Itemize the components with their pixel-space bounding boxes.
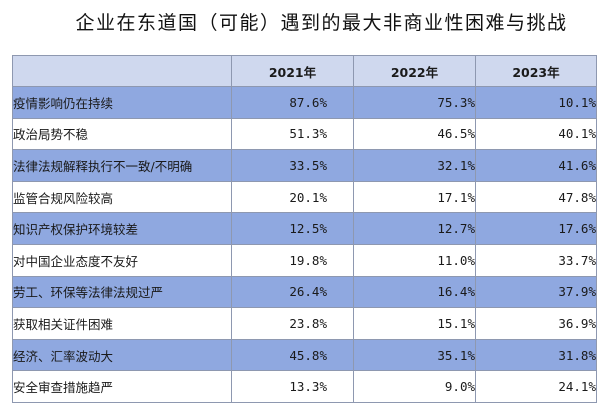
row-label: 获取相关证件困难 [12,307,232,340]
value-cell-2022: 17.1% [353,180,476,214]
value-cell-2022: 32.1% [353,149,476,182]
chart-title: 企业在东道国（可能）遇到的最大非商业性困难与挑战 [75,12,568,34]
value-cell-2023: 40.1% [475,117,597,151]
value-cell-2021: 87.6% [231,86,354,119]
value-cell-2021: 26.4% [231,275,354,309]
row-label: 经济、汇率波动大 [12,338,232,372]
value-cell-2022: 11.0% [353,243,476,277]
header-cell-2022: 2022年 [353,55,476,87]
value-cell-2021: 13.3% [231,370,354,403]
data-table: 2021年 2022年 2023年 疫情影响仍在持续 87.6% 75.3% 10.1… [12,55,597,403]
table-row: 经济、汇率波动大 45.8% 35.1% 31.8% [12,338,597,372]
row-label: 法律法规解释执行不一致/不明确 [12,149,232,182]
table-header-row: 2021年 2022年 2023年 [12,55,597,87]
value-cell-2021: 23.8% [231,307,354,340]
header-cell-2023: 2023年 [475,55,597,87]
table-row: 监管合规风险较高 20.1% 17.1% 47.8% [12,180,597,214]
table-row: 疫情影响仍在持续 87.6% 75.3% 10.1% [12,86,597,119]
value-cell-2023: 10.1% [475,86,597,119]
row-label: 安全审查措施趋严 [12,370,232,403]
value-cell-2022: 75.3% [353,86,476,119]
value-cell-2022: 35.1% [353,338,476,372]
header-cell-blank [12,55,232,87]
value-cell-2021: 45.8% [231,338,354,372]
value-cell-2021: 51.3% [231,117,354,151]
value-cell-2021: 33.5% [231,149,354,182]
value-cell-2023: 31.8% [475,338,597,372]
table-row: 安全审查措施趋严 13.3% 9.0% 24.1% [12,370,597,403]
table-row: 获取相关证件困难 23.8% 15.1% 36.9% [12,307,597,340]
row-label: 疫情影响仍在持续 [12,86,232,119]
value-cell-2022: 12.7% [353,212,476,245]
value-cell-2022: 9.0% [353,370,476,403]
table-row: 政治局势不稳 51.3% 46.5% 40.1% [12,117,597,151]
table-row: 劳工、环保等法律法规过严 26.4% 16.4% 37.9% [12,275,597,309]
value-cell-2021: 12.5% [231,212,354,245]
value-cell-2023: 17.6% [475,212,597,245]
row-label: 监管合规风险较高 [12,180,232,214]
table-row: 法律法规解释执行不一致/不明确 33.5% 32.1% 41.6% [12,149,597,182]
row-label: 政治局势不稳 [12,117,232,151]
value-cell-2023: 36.9% [475,307,597,340]
row-label: 劳工、环保等法律法规过严 [12,275,232,309]
value-cell-2022: 46.5% [353,117,476,151]
row-label: 对中国企业态度不友好 [12,243,232,277]
value-cell-2022: 16.4% [353,275,476,309]
value-cell-2023: 41.6% [475,149,597,182]
table-row: 对中国企业态度不友好 19.8% 11.0% 33.7% [12,243,597,277]
value-cell-2022: 15.1% [353,307,476,340]
header-cell-2021: 2021年 [231,55,354,87]
table-body: 疫情影响仍在持续 87.6% 75.3% 10.1% 政治局势不稳 51.3% 46.5% 4… [12,86,597,403]
value-cell-2023: 47.8% [475,180,597,214]
table-row: 知识产权保护环境较差 12.5% 12.7% 17.6% [12,212,597,245]
value-cell-2021: 20.1% [231,180,354,214]
value-cell-2021: 19.8% [231,243,354,277]
value-cell-2023: 33.7% [475,243,597,277]
value-cell-2023: 24.1% [475,370,597,403]
row-label: 知识产权保护环境较差 [12,212,232,245]
value-cell-2023: 37.9% [475,275,597,309]
